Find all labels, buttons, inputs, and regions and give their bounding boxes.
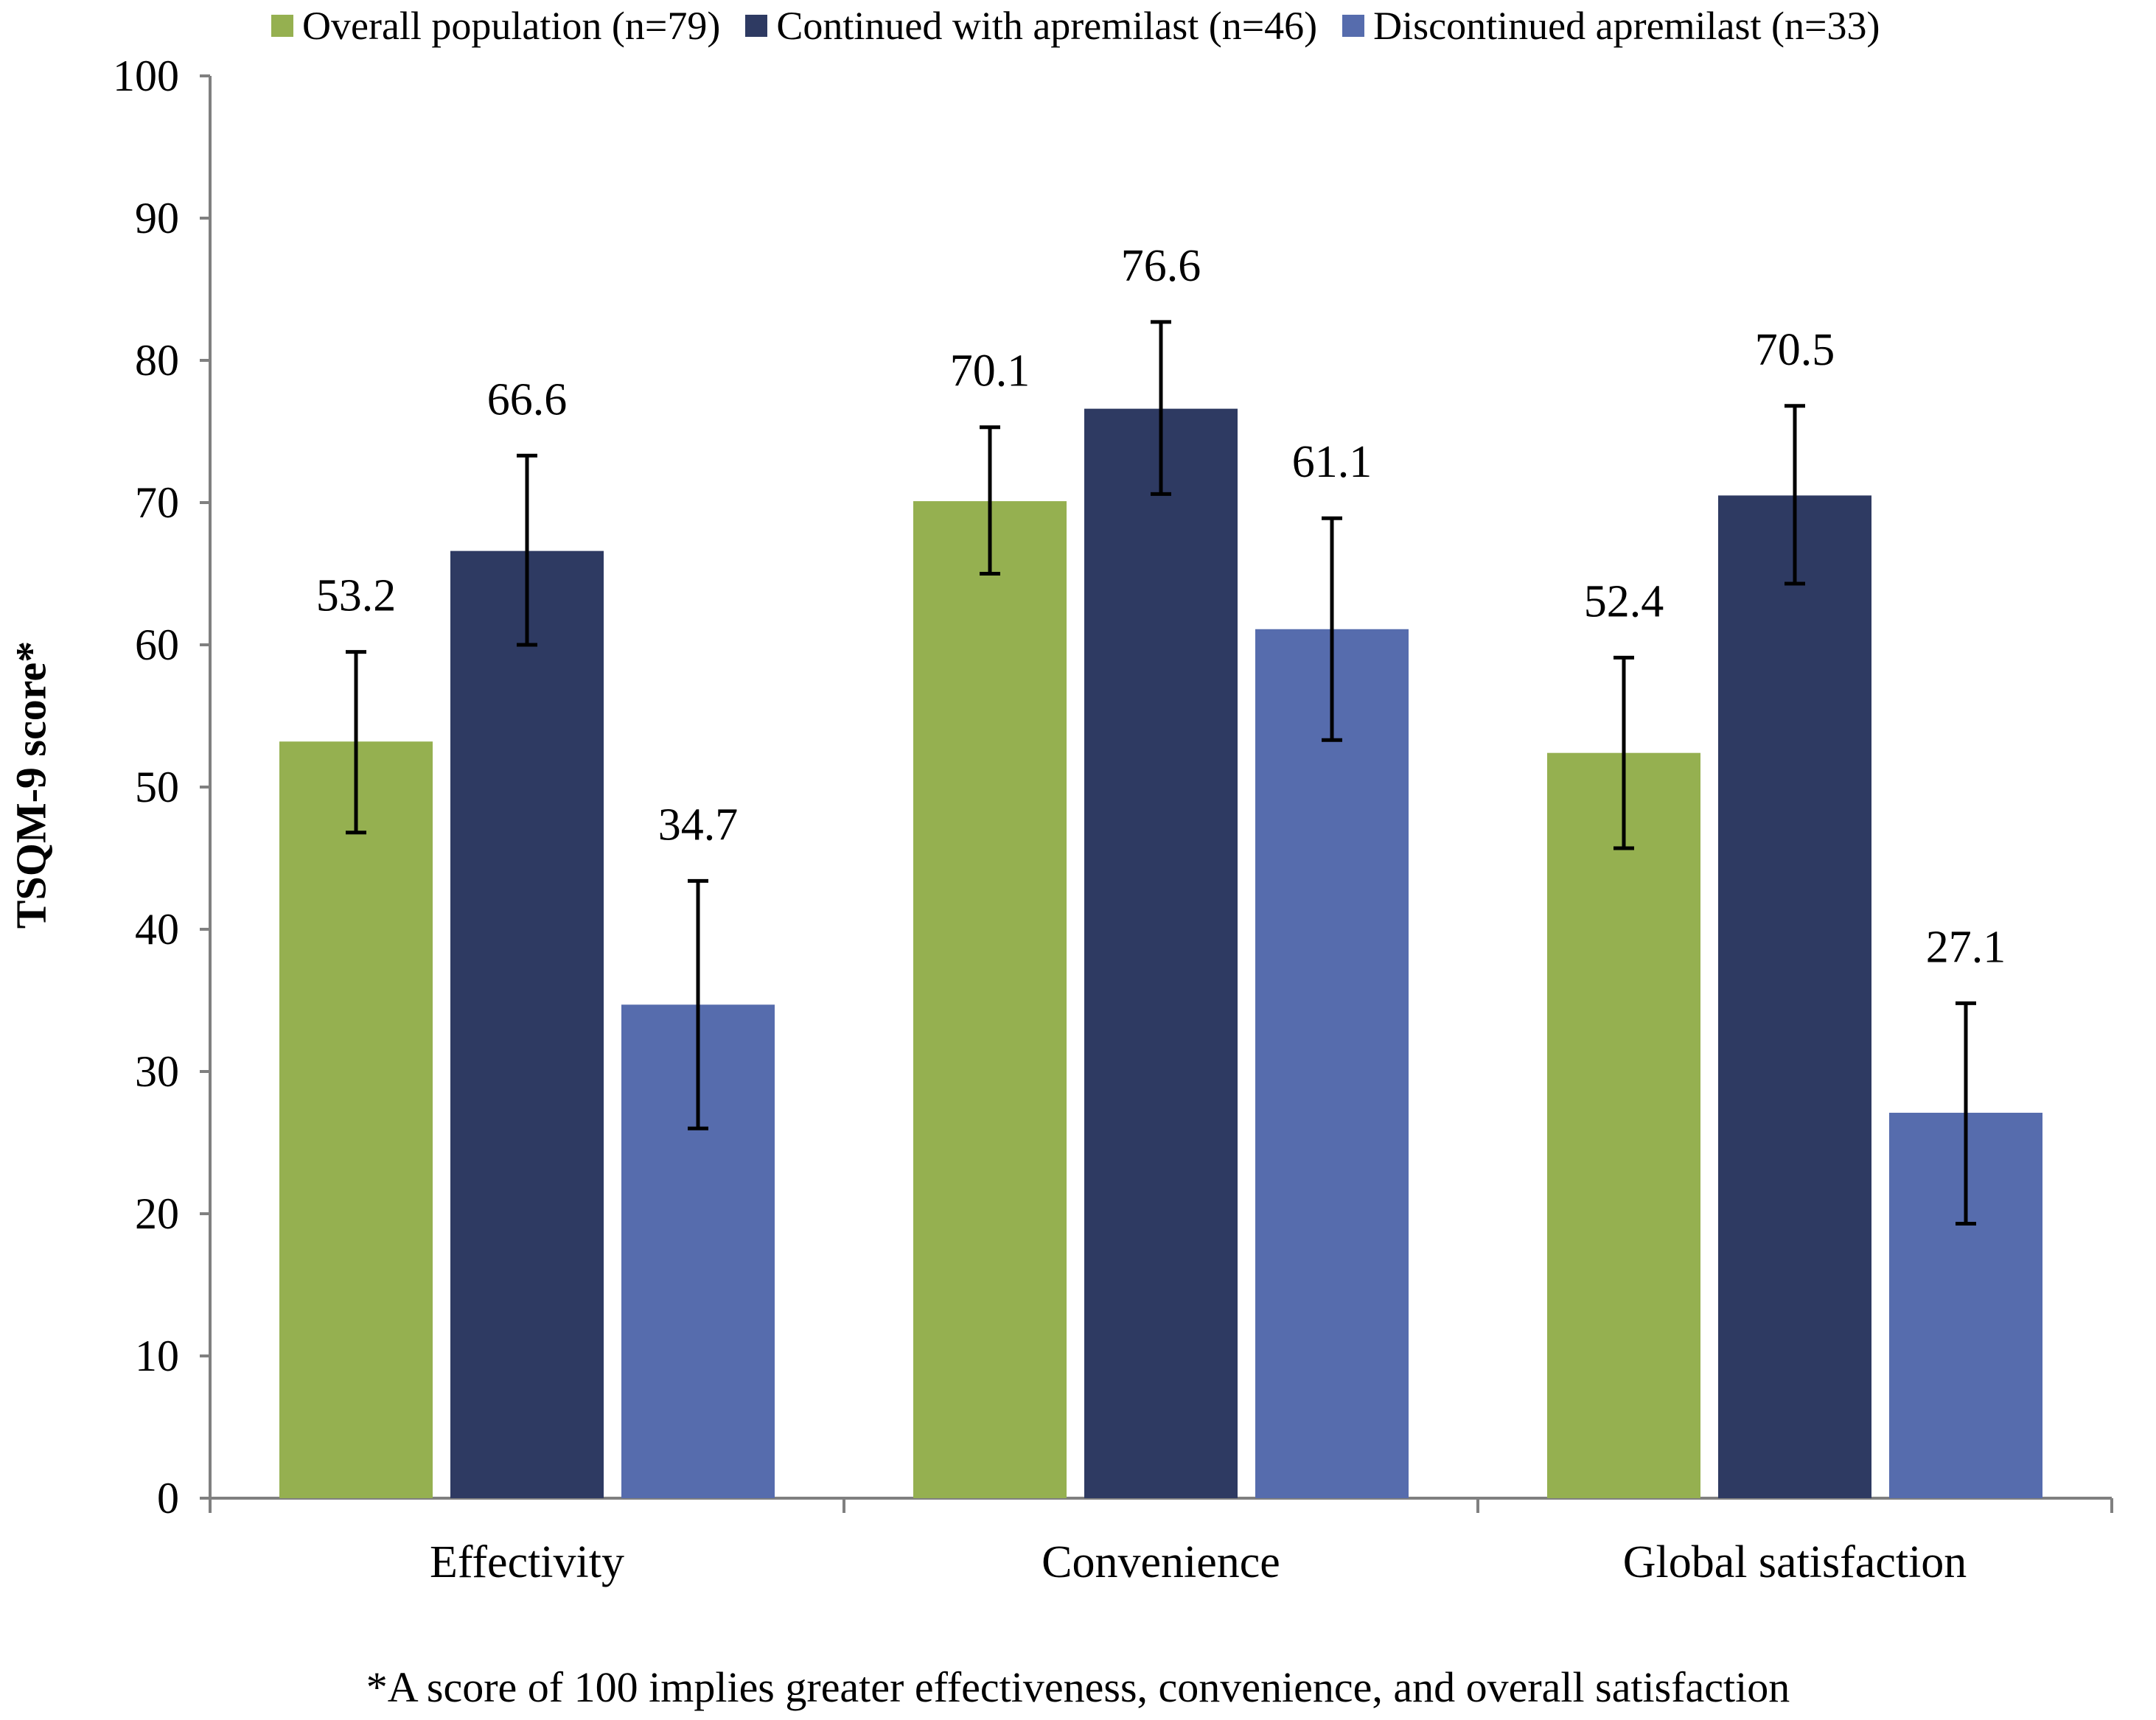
data-label: 34.7 <box>658 800 739 850</box>
chart-footnote: *A score of 100 implies greater effectiv… <box>366 1663 1790 1711</box>
data-label: 27.1 <box>1926 922 2006 972</box>
data-label: 53.2 <box>316 571 397 621</box>
legend-item-overall: Overall population (n=79) <box>271 3 720 49</box>
y-tick-label: 40 <box>135 905 179 954</box>
legend-label-continued: Continued with apremilast (n=46) <box>776 4 1318 48</box>
legend-swatch-discontinued <box>1342 15 1365 37</box>
bar <box>1255 629 1409 1498</box>
y-tick-label: 50 <box>135 763 179 811</box>
data-label: 52.4 <box>1584 576 1664 626</box>
y-tick-label: 100 <box>113 52 179 100</box>
bar <box>1718 495 1871 1498</box>
legend-swatch-continued <box>745 15 768 37</box>
y-tick-label: 0 <box>157 1474 179 1523</box>
data-label: 70.5 <box>1755 325 1835 375</box>
data-label: 70.1 <box>950 346 1030 396</box>
x-tick-label: Global satisfaction <box>1623 1537 1967 1587</box>
y-tick-label: 90 <box>135 194 179 242</box>
bar <box>450 550 604 1498</box>
legend-label-discontinued: Discontinued apremilast (n=33) <box>1373 4 1880 48</box>
bar <box>913 501 1067 1498</box>
data-label: 61.1 <box>1292 437 1372 487</box>
x-tick-label: Effectivity <box>430 1537 624 1587</box>
bar <box>1547 752 1700 1498</box>
legend-label-overall: Overall population (n=79) <box>302 4 721 48</box>
legend-item-discontinued: Discontinued apremilast (n=33) <box>1342 3 1880 49</box>
legend-swatch-overall <box>271 15 293 37</box>
y-tick-label: 20 <box>135 1189 179 1238</box>
bar <box>1084 408 1238 1498</box>
data-label: 76.6 <box>1121 241 1201 291</box>
bar <box>279 741 433 1498</box>
y-tick-label: 30 <box>135 1047 179 1096</box>
legend-item-continued: Continued with apremilast (n=46) <box>745 3 1317 49</box>
chart-legend: Overall population (n=79) Continued with… <box>271 0 1905 52</box>
y-tick-label: 10 <box>135 1332 179 1380</box>
data-label: 66.6 <box>487 374 568 424</box>
y-tick-label: 70 <box>135 478 179 527</box>
y-tick-label: 60 <box>135 620 179 669</box>
y-tick-label: 80 <box>135 336 179 385</box>
x-tick-label: Convenience <box>1042 1537 1280 1587</box>
